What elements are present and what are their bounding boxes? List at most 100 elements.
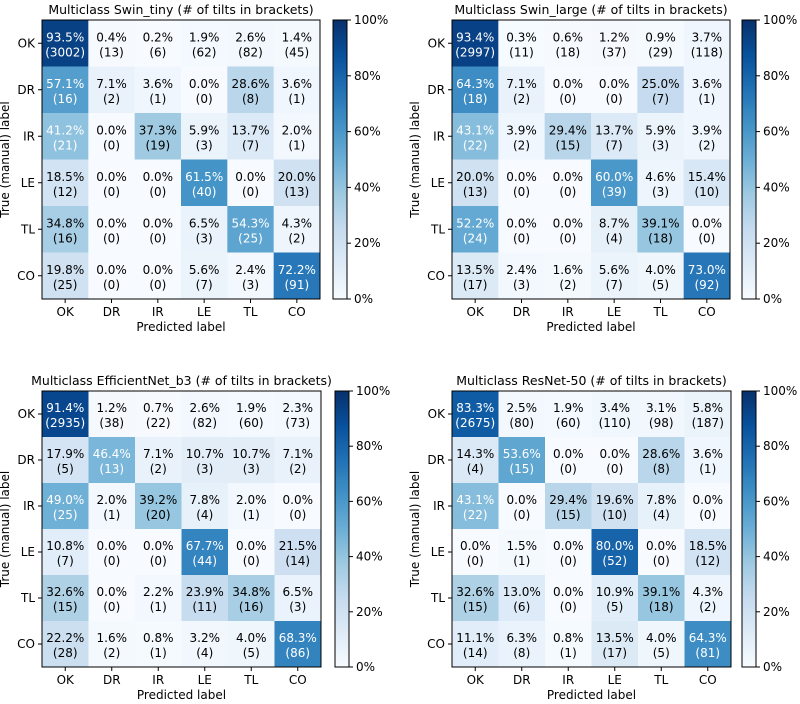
heatmap-cell [452,159,499,207]
cell-percent-label: 0.0% [283,493,314,507]
cell-percent-label: 6.3% [507,631,538,645]
x-tick-label: LE [197,305,211,319]
cell-percent-label: 0.0% [553,539,584,553]
cell-percent-label: 0.0% [693,493,724,507]
x-tick-label: IR [152,305,164,319]
x-axis-label: Predicted label [136,320,225,334]
cell-percent-label: 13.7% [231,123,269,137]
cell-percent-label: 0.0% [553,447,584,461]
y-tick-label: LE [21,545,35,559]
heatmap-cell [273,159,321,207]
cell-count-label: (12) [53,185,78,199]
cell-percent-label: 25.0% [641,77,679,91]
heatmap-cell [88,252,136,300]
cell-count-label: (2) [699,600,716,614]
y-tick-label: LE [21,176,35,190]
heatmap-cell [683,206,731,253]
x-tick-label: TL [653,673,668,687]
x-tick-label: DR [513,673,531,687]
cell-count-label: (0) [606,462,623,476]
cell-percent-label: 0.0% [692,216,723,230]
cell-count-label: (5) [57,462,74,476]
cell-count-label: (10) [602,508,627,522]
cell-count-label: (1) [288,92,305,106]
heatmap-cell [181,391,229,438]
cell-percent-label: 14.3% [456,447,494,461]
cell-percent-label: 18.5% [46,170,84,184]
cell-percent-label: 80.0% [596,539,634,553]
cell-percent-label: 1.9% [189,30,220,44]
cell-percent-label: 32.6% [456,585,494,599]
cell-count-label: (7) [242,138,259,152]
cell-count-label: (7) [652,92,669,106]
cell-count-label: (1) [699,462,716,476]
cell-count-label: (1) [288,138,305,152]
y-tick-label: IR [433,499,445,513]
colorbar-tick-label: 80% [356,439,383,453]
cell-percent-label: 6.5% [283,585,314,599]
cell-percent-label: 0.7% [143,401,174,415]
heatmap-cell [135,575,182,622]
y-tick-label: OK [428,36,446,50]
heatmap-cell [88,437,136,484]
heatmap-cell [684,529,732,576]
cell-percent-label: 91.4% [46,401,84,415]
cell-percent-label: 1.2% [599,30,630,44]
heatmap-cell [452,437,499,484]
heatmap-cell [134,206,182,253]
cell-count-label: (15) [556,508,581,522]
x-tick-label: CO [698,305,716,319]
heatmap-cell [181,66,228,114]
heatmap-cell [452,252,499,300]
cell-count-label: (1) [698,92,715,106]
cell-percent-label: 19.6% [596,493,634,507]
cell-percent-label: 3.9% [692,123,723,137]
colorbar-tick-label: 40% [763,550,790,564]
heatmap-cell [181,575,229,622]
cell-count-label: (2935) [45,416,85,430]
cell-count-label: (1) [103,508,120,522]
cell-percent-label: 19.8% [46,263,84,277]
panel-title: Multiclass EfficientNet_b3 (# of tilts i… [31,373,332,388]
x-tick-label: CO [289,673,307,687]
heatmap-cell [42,159,89,207]
y-tick-label: CO [427,269,445,283]
cell-percent-label: 3.4% [600,401,631,415]
cell-count-label: (17) [463,278,488,292]
cell-count-label: (13) [99,45,124,59]
cell-percent-label: 0.0% [235,170,266,184]
cell-percent-label: 0.0% [189,77,220,91]
cell-percent-label: 2.4% [235,263,266,277]
heatmap-cell [42,252,89,300]
cell-percent-label: 1.6% [553,263,584,277]
cell-count-label: (4) [196,508,213,522]
y-tick-label: IR [433,129,445,143]
heatmap-cell [684,483,732,530]
cell-percent-label: 3.7% [692,30,723,44]
heatmap-cell [683,159,731,207]
cell-count-label: (24) [463,231,488,245]
cell-percent-label: 20.0% [456,170,494,184]
cell-percent-label: 64.3% [456,77,494,91]
heatmap-cell [228,437,275,484]
heatmap-cell [591,20,638,67]
y-axis-label: True (manual) label [0,471,12,588]
cell-count-label: (0) [196,92,213,106]
cell-percent-label: 4.0% [236,631,267,645]
cell-percent-label: 64.3% [689,631,727,645]
colorbar-tick-label: 20% [354,236,381,250]
heatmap-cell [498,437,546,484]
cell-percent-label: 7.1% [143,447,174,461]
heatmap-cell [181,483,229,530]
cell-percent-label: 0.0% [96,216,127,230]
cell-percent-label: 1.9% [236,401,267,415]
heatmap-cell [42,391,89,438]
heatmap-cell [684,621,732,668]
cell-count-label: (2) [103,92,120,106]
cell-percent-label: 3.6% [282,77,313,91]
y-axis-label: True (manual) label [408,101,422,218]
cell-percent-label: 0.0% [553,170,584,184]
heatmap-cell [637,159,685,207]
x-tick-label: OK [57,305,75,319]
cell-count-label: (0) [560,600,577,614]
